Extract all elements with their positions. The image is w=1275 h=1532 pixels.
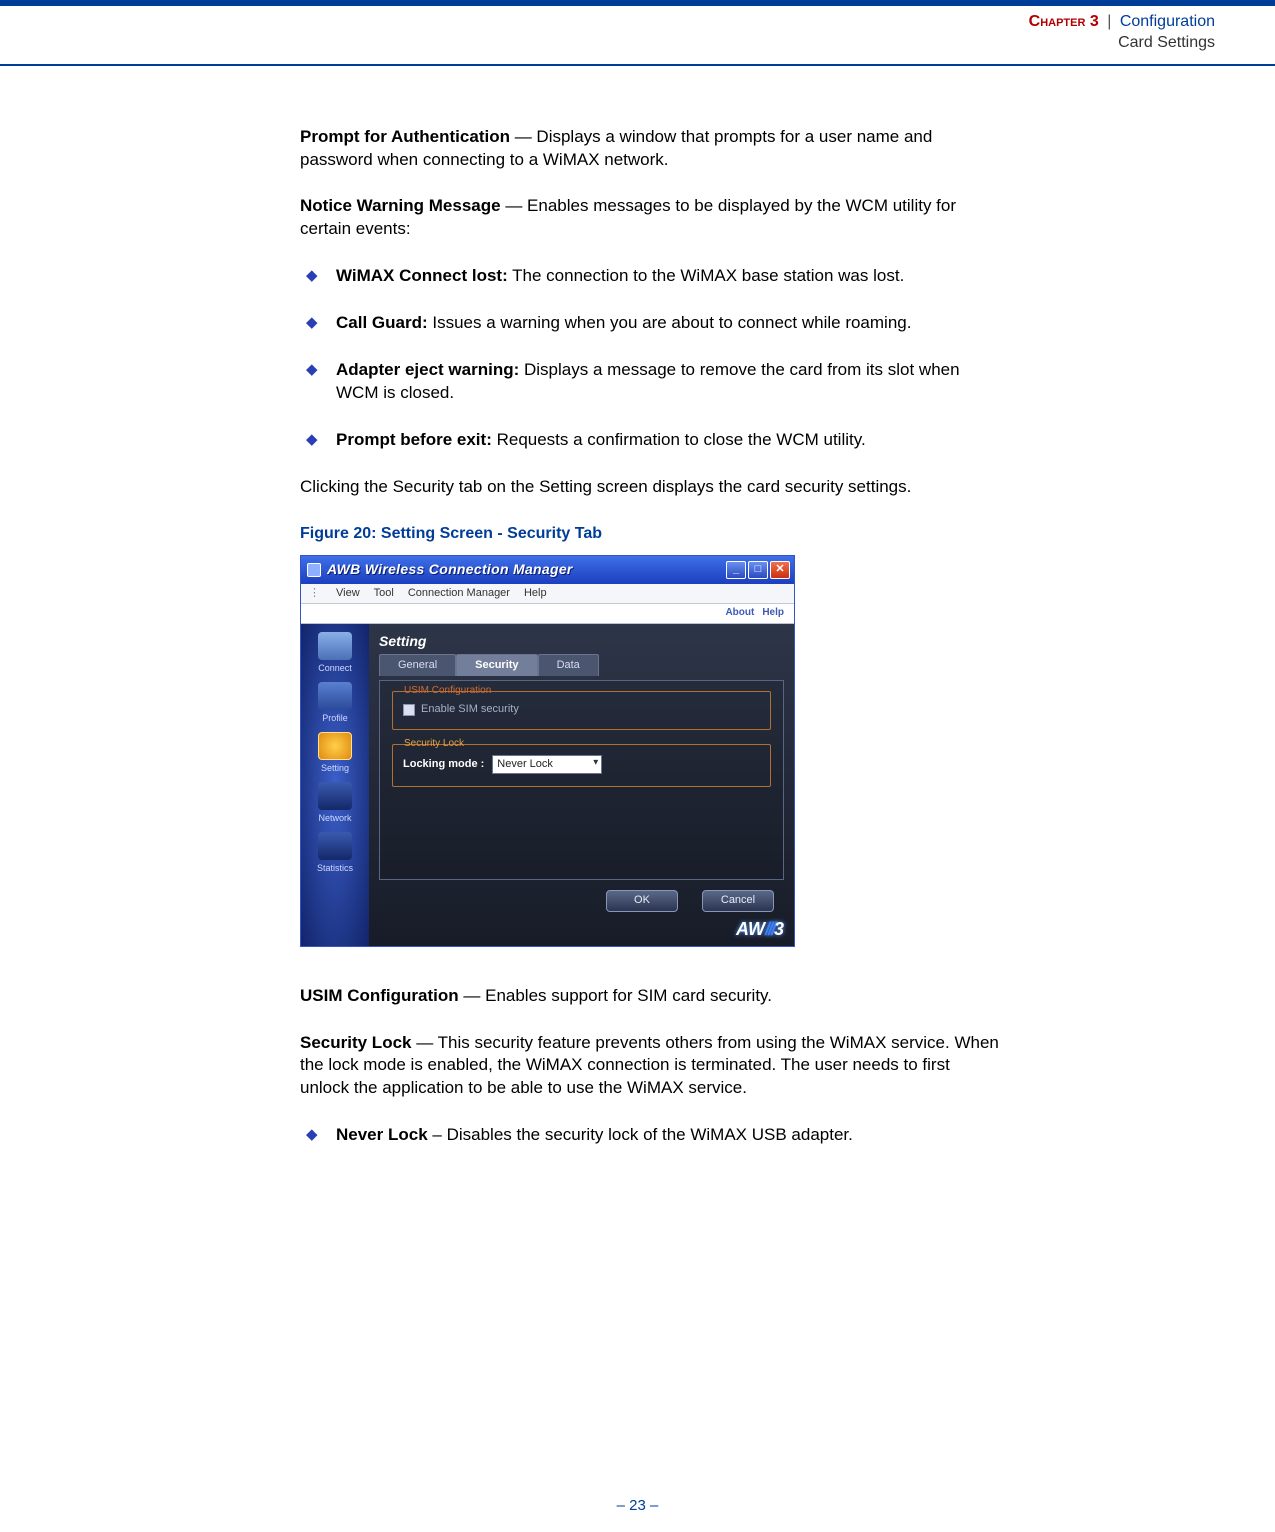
menu-view[interactable]: View xyxy=(336,586,360,601)
window-title: AWB Wireless Connection Manager xyxy=(327,560,726,579)
list-item: Call Guard: Issues a warning when you ar… xyxy=(300,312,1000,335)
paragraph-security-tab: Clicking the Security tab on the Setting… xyxy=(300,476,1000,499)
locking-mode-select[interactable]: Never Lock xyxy=(492,755,602,774)
list-item: WiMAX Connect lost: The connection to th… xyxy=(300,265,1000,288)
bullet-list-events: WiMAX Connect lost: The connection to th… xyxy=(300,265,1000,452)
list-item: Never Lock – Disables the security lock … xyxy=(300,1124,1000,1147)
checkbox-row-enable-sim[interactable]: Enable SIM security xyxy=(403,702,760,717)
checkbox-label: Enable SIM security xyxy=(421,702,519,717)
connect-icon xyxy=(318,632,352,660)
menu-grip-icon: ⋮ xyxy=(309,586,322,601)
bold-term: WiMAX Connect lost: xyxy=(336,266,508,285)
item-text: Requests a confirmation to close the WCM… xyxy=(492,430,866,449)
menu-bar: ⋮ View Tool Connection Manager Help xyxy=(301,584,794,604)
dialog-buttons: OK Cancel xyxy=(606,890,774,912)
screenshot-window: AWB Wireless Connection Manager _ □ ✕ ⋮ … xyxy=(300,555,795,947)
fieldset-security-lock: Security Lock Locking mode : Never Lock xyxy=(392,744,771,787)
item-text: The connection to the WiMAX base station… xyxy=(508,266,905,285)
window-titlebar[interactable]: AWB Wireless Connection Manager _ □ ✕ xyxy=(301,556,794,584)
bold-term: Never Lock xyxy=(336,1125,428,1144)
sidebar-item-statistics[interactable]: Statistics xyxy=(307,832,363,874)
menu-tool[interactable]: Tool xyxy=(374,586,394,601)
content: Prompt for Authentication — Displays a w… xyxy=(300,66,1000,1148)
bold-term: USIM Configuration xyxy=(300,986,459,1005)
list-item: Adapter eject warning: Displays a messag… xyxy=(300,359,1000,405)
chapter-title: Configuration xyxy=(1120,13,1215,30)
sidebar-label: Profile xyxy=(307,712,363,724)
window-buttons: _ □ ✕ xyxy=(726,561,790,579)
tab-data[interactable]: Data xyxy=(538,654,599,676)
figure-caption: Figure 20: Setting Screen - Security Tab xyxy=(300,523,1000,545)
tab-strip: General Security Data xyxy=(379,654,784,676)
item-text: Issues a warning when you are about to c… xyxy=(428,313,912,332)
brand-letter: W xyxy=(748,919,765,939)
locking-mode-label: Locking mode : xyxy=(403,757,484,772)
page-header: Chapter 3 | Configuration Card Settings xyxy=(0,6,1275,66)
paragraph-usim-config: USIM Configuration — Enables support for… xyxy=(300,985,1000,1008)
locking-mode-row: Locking mode : Never Lock xyxy=(403,755,760,774)
settings-panel: Setting General Security Data USIM Confi… xyxy=(369,624,794,946)
network-icon xyxy=(318,782,352,810)
chapter-subtitle: Card Settings xyxy=(1029,33,1215,54)
maximize-button[interactable]: □ xyxy=(748,561,768,579)
app-body: Connect Profile Setting Network xyxy=(301,624,794,946)
app-icon xyxy=(307,563,321,577)
brand-letter: A xyxy=(736,919,748,939)
bold-term: Call Guard: xyxy=(336,313,428,332)
page-footer: – 23 – xyxy=(0,1497,1275,1514)
header-text: Chapter 3 | Configuration Card Settings xyxy=(1029,12,1215,54)
link-help[interactable]: Help xyxy=(762,606,784,620)
tab-panel-security: USIM Configuration Enable SIM security S… xyxy=(379,680,784,880)
ok-button[interactable]: OK xyxy=(606,890,678,912)
sidebar-label: Statistics xyxy=(307,862,363,874)
setting-icon xyxy=(318,732,352,760)
sidebar-item-setting[interactable]: Setting xyxy=(307,732,363,774)
brand-logo: AW///3 xyxy=(736,917,784,941)
brand-stripes-icon: /// xyxy=(765,919,774,939)
bold-term: Prompt for Authentication xyxy=(300,127,510,146)
profile-icon xyxy=(318,682,352,710)
sidebar-label: Connect xyxy=(307,662,363,674)
link-about[interactable]: About xyxy=(725,606,754,620)
minimize-button[interactable]: _ xyxy=(726,561,746,579)
legend-security-lock: Security Lock xyxy=(401,737,467,751)
sidebar-item-network[interactable]: Network xyxy=(307,782,363,824)
checkbox-enable-sim[interactable] xyxy=(403,704,415,716)
fieldset-usim: USIM Configuration Enable SIM security xyxy=(392,691,771,730)
statistics-icon xyxy=(318,832,352,860)
menu-connection-manager[interactable]: Connection Manager xyxy=(408,586,510,601)
cancel-button[interactable]: Cancel xyxy=(702,890,774,912)
paragraph-prompt-auth: Prompt for Authentication — Displays a w… xyxy=(300,126,1000,172)
item-text: – Disables the security lock of the WiMA… xyxy=(428,1125,853,1144)
sidebar-item-profile[interactable]: Profile xyxy=(307,682,363,724)
chapter-separator: | xyxy=(1103,13,1115,30)
bold-term: Prompt before exit: xyxy=(336,430,492,449)
brand-letter: 3 xyxy=(774,919,784,939)
upper-links: About Help xyxy=(301,604,794,624)
bold-term: Adapter eject warning: xyxy=(336,360,519,379)
list-item: Prompt before exit: Requests a confirmat… xyxy=(300,429,1000,452)
legend-usim: USIM Configuration xyxy=(401,684,494,698)
para-text: — Enables support for SIM card security. xyxy=(459,986,772,1005)
tab-general[interactable]: General xyxy=(379,654,456,676)
bold-term: Security Lock xyxy=(300,1033,412,1052)
page-number: – 23 – xyxy=(617,1497,659,1514)
bold-term: Notice Warning Message xyxy=(300,196,501,215)
bullet-list-lock: Never Lock – Disables the security lock … xyxy=(300,1124,1000,1147)
menu-help[interactable]: Help xyxy=(524,586,547,601)
sidebar: Connect Profile Setting Network xyxy=(301,624,369,946)
tab-security[interactable]: Security xyxy=(456,654,537,676)
panel-title: Setting xyxy=(379,632,784,651)
sidebar-item-connect[interactable]: Connect xyxy=(307,632,363,674)
sidebar-label: Setting xyxy=(307,762,363,774)
page: Chapter 3 | Configuration Card Settings … xyxy=(0,0,1275,1532)
paragraph-notice-warning: Notice Warning Message — Enables message… xyxy=(300,195,1000,241)
close-button[interactable]: ✕ xyxy=(770,561,790,579)
paragraph-security-lock: Security Lock — This security feature pr… xyxy=(300,1032,1000,1101)
sidebar-label: Network xyxy=(307,812,363,824)
chapter-label: Chapter 3 xyxy=(1029,13,1099,30)
